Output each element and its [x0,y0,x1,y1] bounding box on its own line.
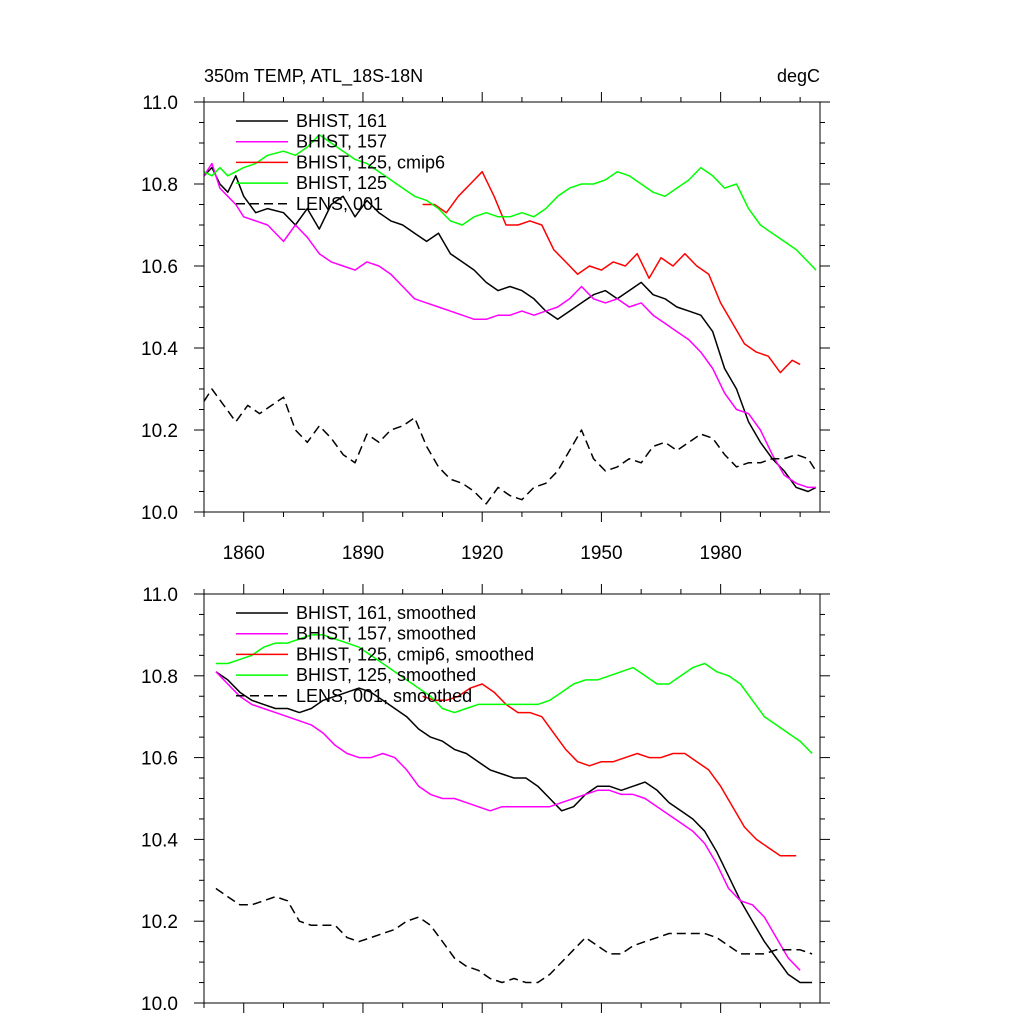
legend-label-2: BHIST, 157 [296,132,387,152]
y-tick-label: 10.0 [141,994,178,1015]
y-tick-label: 10.2 [141,912,178,933]
series-line-4 [215,634,813,755]
legend-label-3: BHIST, 125, cmip6, smoothed [296,644,534,664]
series-line-1 [215,671,813,984]
series-line-1 [203,166,817,493]
chart-title: 350m TEMP, ATL_18S-18N [204,66,423,87]
y-tick-label: 10.8 [141,175,178,196]
series-line-5 [203,388,817,505]
y-tick-label: 11.0 [142,93,178,114]
units-label: degC [777,66,820,86]
legend-label-1: BHIST, 161, smoothed [296,603,476,623]
series-line-3 [422,683,797,857]
series-line-2 [215,671,801,971]
legend-label-4: BHIST, 125 [296,173,387,193]
y-tick-label: 10.8 [141,667,178,688]
legend-label-5: LENS, 001, smoothed [296,686,472,706]
legend-label-3: BHIST, 125, cmip6 [296,152,445,172]
y-tick-label: 10.4 [141,830,178,851]
series-line-3 [422,170,801,374]
series-line-2 [203,162,816,489]
y-tick-label: 10.2 [141,421,178,442]
x-tick-label: 1950 [580,543,622,564]
x-tick-label: 1890 [342,543,384,564]
legend-label-2: BHIST, 157, smoothed [296,624,476,644]
y-tick-label: 10.6 [141,749,178,770]
series-line-5 [215,887,813,984]
legend-label-4: BHIST, 125, smoothed [296,665,476,685]
legend-label-5: LENS, 001 [296,194,383,214]
x-tick-label: 1920 [461,543,503,564]
series-line-4 [203,134,817,271]
x-tick-label: 1980 [700,543,742,564]
y-tick-label: 10.4 [141,339,178,360]
x-tick-label: 1860 [223,543,265,564]
y-tick-label: 10.0 [141,503,178,524]
y-tick-label: 11.0 [142,585,178,606]
y-tick-label: 10.6 [141,257,178,278]
legend-label-1: BHIST, 161 [296,111,387,131]
